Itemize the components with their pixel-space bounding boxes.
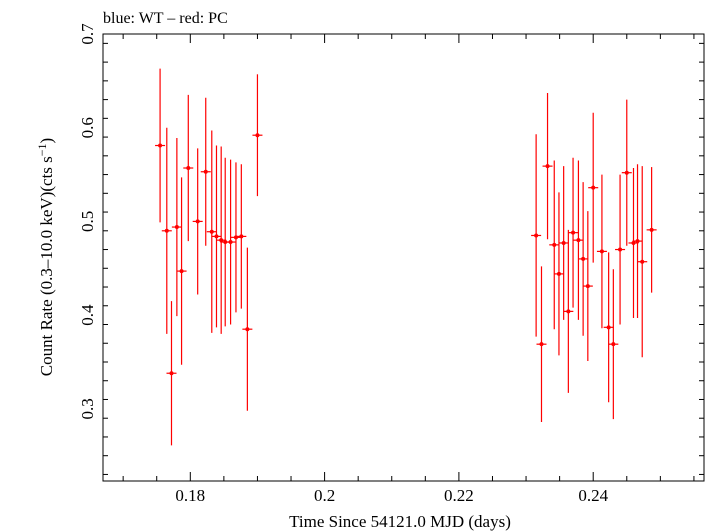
data-point — [615, 174, 626, 325]
point-marker — [539, 342, 544, 347]
data-point — [252, 74, 263, 197]
data-point — [225, 159, 236, 325]
x-axis-ticks: 0.18 0.2 0.22 0.24 — [122, 34, 695, 505]
data-point — [183, 94, 194, 242]
point-marker — [635, 239, 640, 244]
point-marker — [624, 170, 629, 175]
data-point — [563, 229, 574, 393]
point-marker — [552, 242, 557, 247]
data-point — [549, 160, 560, 330]
chart-title: blue: WT – red: PC — [103, 10, 228, 27]
data-point — [536, 266, 547, 422]
data-point — [230, 162, 241, 313]
y-axis-ticks: 0.3 0.4 0.5 0.6 0.7 — [78, 23, 704, 475]
y-tick-label: 0.7 — [78, 23, 97, 45]
point-marker — [245, 327, 250, 332]
point-marker — [640, 259, 645, 264]
point-marker — [576, 238, 581, 243]
point-marker — [606, 325, 611, 330]
data-point — [161, 127, 172, 334]
data-point — [553, 192, 564, 356]
data-point — [211, 145, 222, 328]
point-marker — [591, 185, 596, 190]
data-point — [166, 301, 177, 446]
data-point — [637, 166, 648, 358]
y-axis-label: Count Rate (0.3–10.0 keV)(cts s−1) — [35, 138, 56, 376]
x-axis-label: Time Since 54121.0 MJD (days) — [289, 512, 511, 531]
point-marker — [169, 371, 174, 376]
point-marker — [228, 240, 233, 245]
point-marker — [611, 342, 616, 347]
data-point — [155, 68, 166, 223]
data-point — [573, 160, 584, 320]
y-tick-label: 0.5 — [78, 211, 97, 232]
data-point — [558, 166, 569, 320]
data-point — [608, 269, 619, 420]
y-tick-label: 0.4 — [78, 304, 97, 326]
x-tick-label: 0.22 — [444, 486, 474, 505]
data-point — [171, 138, 182, 317]
point-marker — [209, 229, 214, 234]
point-marker — [571, 230, 576, 235]
point-marker — [174, 225, 179, 230]
point-marker — [556, 271, 561, 276]
point-marker — [214, 234, 219, 239]
y-axis-label-main: Count Rate (0.3–10.0 keV)(cts s — [37, 156, 56, 376]
point-marker — [545, 164, 550, 169]
data-point — [646, 167, 657, 293]
point-marker — [239, 234, 244, 239]
point-marker — [649, 227, 654, 232]
y-axis-label-exponent: −1 — [35, 143, 49, 156]
x-tick-label: 0.2 — [314, 486, 335, 505]
data-points — [155, 68, 657, 446]
data-point — [568, 157, 579, 308]
data-point — [236, 164, 247, 309]
data-point — [603, 252, 614, 403]
point-marker — [534, 233, 539, 238]
point-marker — [158, 143, 163, 148]
point-marker — [203, 169, 208, 174]
x-tick-label: 0.18 — [175, 486, 205, 505]
data-point — [200, 97, 211, 246]
data-point — [596, 174, 607, 329]
data-point — [542, 93, 553, 240]
plot-frame — [102, 33, 705, 482]
data-point — [216, 146, 227, 334]
point-marker — [179, 269, 184, 274]
point-marker — [631, 240, 636, 245]
point-marker — [219, 238, 224, 243]
point-marker — [186, 166, 191, 171]
y-axis-label-close: ) — [37, 138, 56, 144]
point-marker — [561, 240, 566, 245]
point-marker — [566, 309, 571, 314]
x-tick-label: 0.24 — [578, 486, 608, 505]
y-tick-label: 0.6 — [78, 117, 97, 138]
data-point — [582, 211, 593, 362]
y-tick-label: 0.3 — [78, 398, 97, 419]
data-point — [588, 112, 599, 263]
point-marker — [618, 247, 623, 252]
point-marker — [223, 240, 228, 245]
data-point — [531, 134, 542, 337]
data-point — [206, 130, 217, 333]
point-marker — [195, 219, 200, 224]
point-marker — [585, 284, 590, 289]
data-point — [621, 99, 632, 246]
data-point — [632, 164, 643, 318]
data-point — [192, 148, 203, 295]
point-marker — [599, 249, 604, 254]
point-marker — [255, 133, 260, 138]
data-point — [578, 182, 589, 336]
point-marker — [581, 256, 586, 261]
point-marker — [164, 228, 169, 233]
data-point — [242, 247, 253, 411]
data-point — [176, 177, 187, 365]
